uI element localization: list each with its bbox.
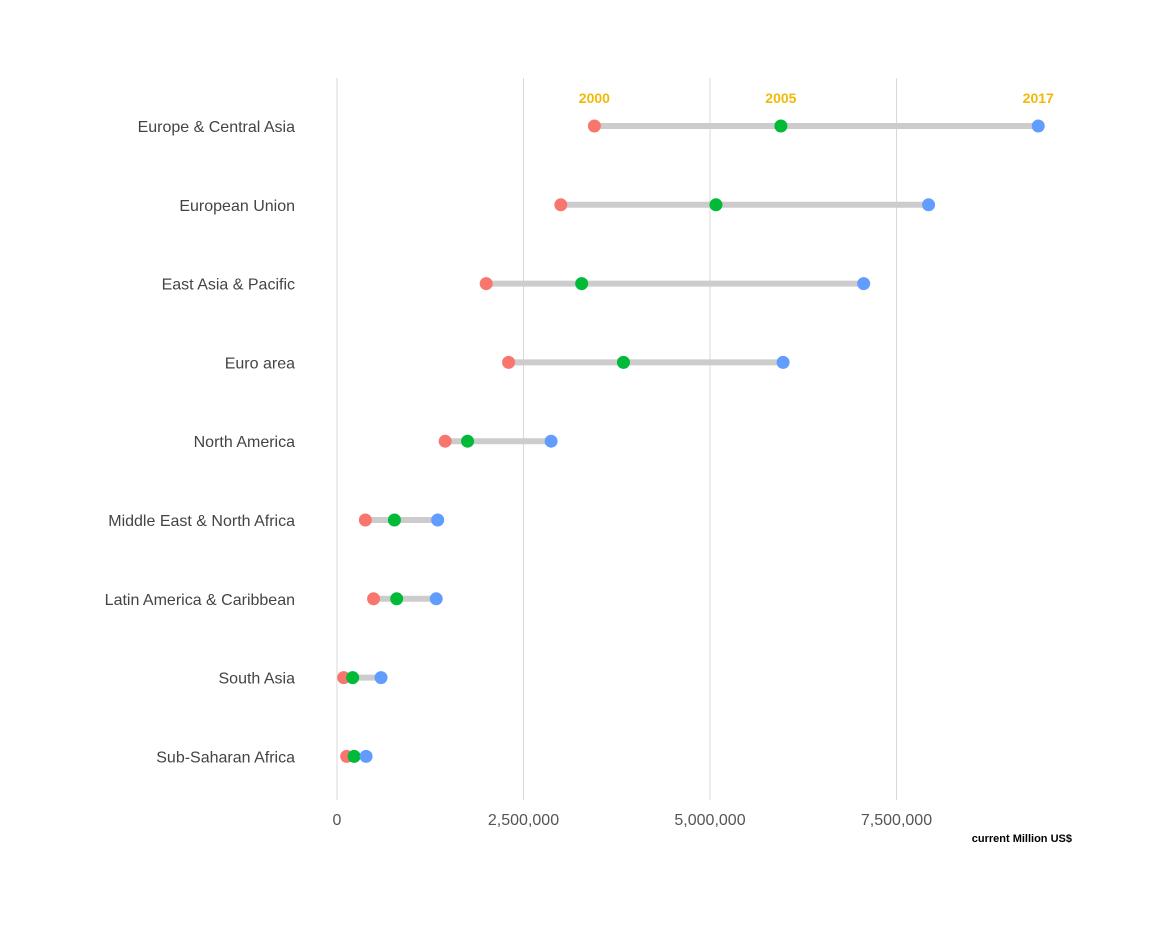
category-label: Latin America & Caribbean xyxy=(105,592,295,609)
point-2000 xyxy=(502,355,516,369)
point-2005 xyxy=(774,119,788,133)
x-tick-label: 5,000,000 xyxy=(674,812,745,829)
label-layer: 0 2,500,000 5,000,000 7,500,000 Europe & Cen… xyxy=(105,90,1054,829)
x-axis-unit-label: current Million US$ xyxy=(972,833,1072,845)
point-2000 xyxy=(554,198,568,212)
series-label-2017: 2017 xyxy=(1023,90,1054,106)
x-tick-label: 7,500,000 xyxy=(861,812,932,829)
point-2000 xyxy=(438,434,452,448)
category-label: North America xyxy=(194,434,295,451)
point-2000 xyxy=(479,277,493,291)
point-2017 xyxy=(359,749,373,763)
category-label: Sub-Saharan Africa xyxy=(156,749,295,766)
point-2000 xyxy=(337,671,351,685)
category-label: Europe & Central Asia xyxy=(138,119,296,136)
point-2017 xyxy=(431,513,445,527)
category-label: Euro area xyxy=(225,355,295,372)
point-layer xyxy=(337,119,1045,763)
point-2000 xyxy=(367,592,381,606)
series-label-2005: 2005 xyxy=(765,90,796,106)
point-2005 xyxy=(575,277,589,291)
point-2005 xyxy=(709,198,723,212)
point-2000 xyxy=(358,513,372,527)
point-2000 xyxy=(587,119,601,133)
point-2017 xyxy=(857,277,871,291)
point-2005 xyxy=(346,671,360,685)
category-label: South Asia xyxy=(219,671,296,688)
category-label: East Asia & Pacific xyxy=(162,277,295,294)
point-2005 xyxy=(390,592,404,606)
point-2005 xyxy=(461,434,475,448)
point-2005 xyxy=(387,513,401,527)
x-tick-label: 0 xyxy=(333,812,342,829)
point-2005 xyxy=(347,749,361,763)
point-2017 xyxy=(1031,119,1045,133)
point-2017 xyxy=(776,355,790,369)
point-2017 xyxy=(922,198,936,212)
x-tick-label: 2,500,000 xyxy=(488,812,559,829)
point-2005 xyxy=(616,355,630,369)
category-label: Middle East & North Africa xyxy=(108,513,295,530)
point-2017 xyxy=(374,671,388,685)
series-label-2000: 2000 xyxy=(579,90,610,106)
point-2017 xyxy=(544,434,558,448)
grid-layer xyxy=(336,78,897,800)
point-2017 xyxy=(429,592,443,606)
category-label: European Union xyxy=(179,198,295,215)
